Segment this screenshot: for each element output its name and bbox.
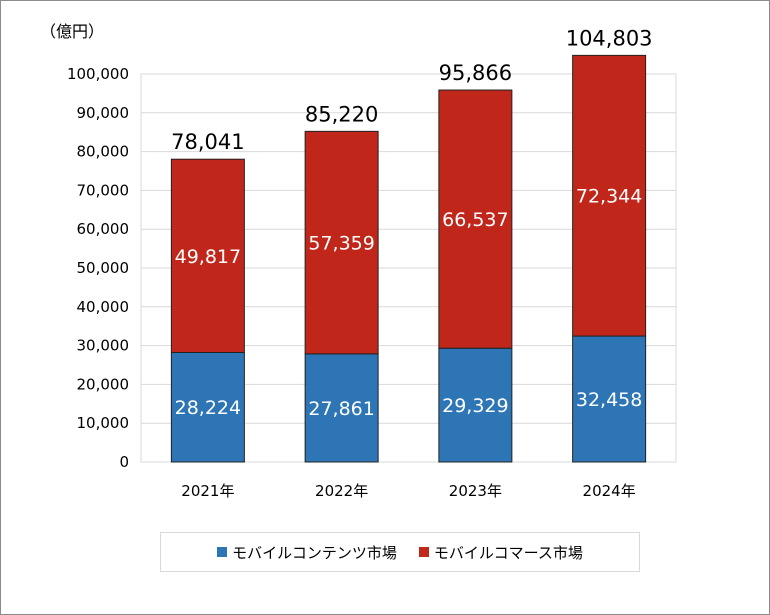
segment-value-label: 32,458 [576,389,642,411]
legend: モバイルコンテンツ市場 モバイルコマース市場 [160,532,640,572]
legend-item-commerce: モバイルコマース市場 [418,542,583,563]
y-tick-label: 70,000 [77,181,130,199]
bar-segment-commerce [170,158,245,353]
total-value-label: 95,866 [439,61,512,85]
total-value-label: 78,041 [171,130,244,154]
legend-item-contents: モバイルコンテンツ市場 [217,542,397,563]
legend-label-contents: モバイルコンテンツ市場 [232,543,397,562]
x-axis-ticks: 2021年 2022年 2023年 2024年 [181,482,635,500]
y-tick-label: 20,000 [77,375,130,393]
y-tick-label: 30,000 [77,337,130,355]
unit-label: （億円） [40,22,104,41]
segment-value-label: 57,359 [308,233,374,255]
bar-segment-commerce [572,54,647,337]
y-tick-label: 90,000 [77,104,130,122]
y-tick-label: 10,000 [77,414,130,432]
bar-segment-contents [304,353,379,463]
legend-swatch-commerce [418,547,429,557]
segment-value-label: 72,344 [576,186,642,208]
y-axis-ticks: 0 10,000 20,000 30,000 40,000 50,000 60,000 70,… [67,65,129,471]
x-tick-label: 2024年 [583,482,636,500]
legend-label-commerce: モバイルコマース市場 [433,543,583,562]
segment-value-label: 27,861 [308,398,374,420]
bar-segment-contents [170,351,245,463]
y-tick-label: 80,000 [77,143,130,161]
bars: 28,224 49,817 78,041 27,861 57,359 85,220 29,3… [170,26,653,463]
bar-segment-commerce [304,130,379,355]
x-tick-label: 2023年 [449,482,502,500]
plot-area-border [140,73,677,463]
segment-value-label: 28,224 [175,397,241,419]
total-value-label: 104,803 [566,26,653,50]
y-tick-label: 50,000 [77,259,130,277]
y-tick-label: 100,000 [67,65,129,83]
x-tick-label: 2021年 [181,482,234,500]
y-tick-label: 60,000 [77,220,130,238]
segment-value-label: 29,329 [442,395,508,417]
segment-value-label: 66,537 [442,209,508,231]
total-value-label: 85,220 [305,102,378,126]
x-tick-label: 2022年 [315,482,368,500]
bar-segment-contents [572,335,647,463]
legend-swatch-contents [217,547,228,557]
y-tick-label: 40,000 [77,298,130,316]
bar-segment-commerce [438,89,513,349]
segment-value-label: 49,817 [175,246,241,268]
y-tick-label: 0 [119,453,129,471]
